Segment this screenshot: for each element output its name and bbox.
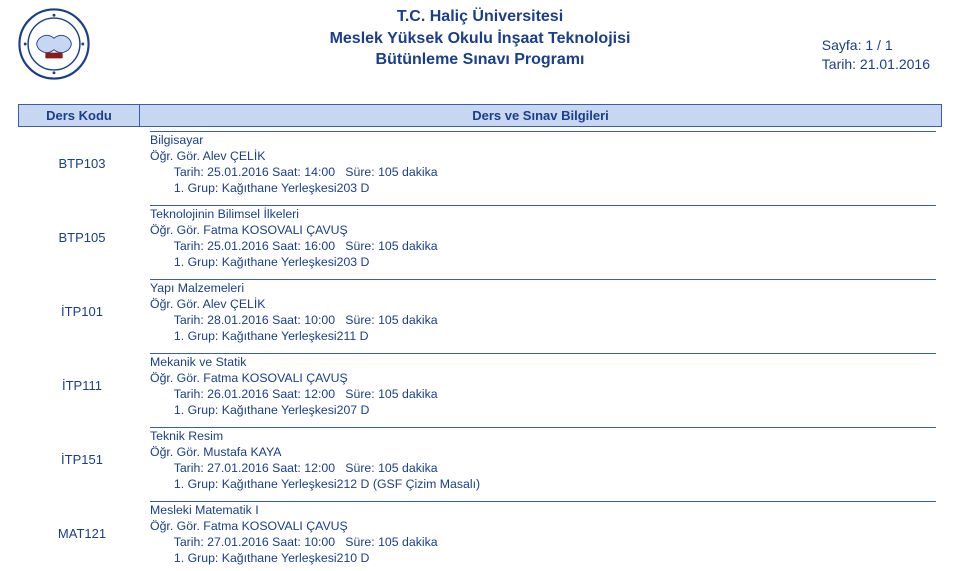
course-code: MAT121	[18, 497, 146, 571]
course-detail: Öğr. Gör. Mustafa KAYA	[150, 445, 936, 461]
course-detail: Öğr. Gör. Fatma KOSOVALI ÇAVUŞ	[150, 223, 936, 239]
course-detail: 1. Grup: Kağıthane Yerleşkesi211 D	[150, 329, 936, 345]
title-line-3: Bütünleme Sınavı Programı	[0, 49, 960, 71]
page-meta: Sayfa: 1 / 1 Tarih: 21.01.2016	[822, 36, 930, 74]
course-detail: 1. Grup: Kağıthane Yerleşkesi203 D	[150, 181, 936, 197]
course-detail: 1. Grup: Kağıthane Yerleşkesi203 D	[150, 255, 936, 271]
course-name: Teknolojinin Bilimsel İlkeleri	[150, 205, 936, 223]
col-header-info: Ders ve Sınav Bilgileri	[139, 104, 942, 127]
table-row: İTP111Mekanik ve StatikÖğr. Gör. Fatma K…	[18, 349, 942, 423]
course-info: Teknolojinin Bilimsel İlkeleriÖğr. Gör. …	[146, 201, 942, 275]
table-header-row: Ders Kodu Ders ve Sınav Bilgileri	[18, 104, 942, 127]
course-detail: Öğr. Gör. Alev ÇELİK	[150, 149, 936, 165]
course-code: İTP151	[18, 423, 146, 497]
course-code: İTP111	[18, 349, 146, 423]
col-header-code: Ders Kodu	[18, 104, 139, 127]
title-line-2: Meslek Yüksek Okulu İnşaat Teknolojisi	[0, 28, 960, 50]
course-name: Bilgisayar	[150, 131, 936, 149]
table-row: BTP103BilgisayarÖğr. Gör. Alev ÇELİK Tar…	[18, 127, 942, 201]
course-name: Yapı Malzemeleri	[150, 279, 936, 297]
course-code: BTP103	[18, 127, 146, 201]
course-name: Mesleki Matematik I	[150, 501, 936, 519]
title-line-1: T.C. Haliç Üniversitesi	[0, 6, 960, 28]
course-info: Teknik ResimÖğr. Gör. Mustafa KAYA Tarih…	[146, 423, 942, 497]
course-detail: Tarih: 28.01.2016 Saat: 10:00 Süre: 105 …	[150, 313, 936, 329]
course-info: Mekanik ve StatikÖğr. Gör. Fatma KOSOVAL…	[146, 349, 942, 423]
course-detail: Öğr. Gör. Fatma KOSOVALI ÇAVUŞ	[150, 371, 936, 387]
table-row: İTP101Yapı MalzemeleriÖğr. Gör. Alev ÇEL…	[18, 275, 942, 349]
course-detail: Tarih: 26.01.2016 Saat: 12:00 Süre: 105 …	[150, 387, 936, 403]
course-name: Mekanik ve Statik	[150, 353, 936, 371]
page-title-block: T.C. Haliç Üniversitesi Meslek Yüksek Ok…	[0, 6, 960, 71]
course-code: BTP105	[18, 201, 146, 275]
course-code: İTP101	[18, 275, 146, 349]
course-info: BilgisayarÖğr. Gör. Alev ÇELİK Tarih: 25…	[146, 127, 942, 201]
course-detail: Öğr. Gör. Fatma KOSOVALI ÇAVUŞ	[150, 519, 936, 535]
table-row: İTP151Teknik ResimÖğr. Gör. Mustafa KAYA…	[18, 423, 942, 497]
course-detail: Tarih: 25.01.2016 Saat: 14:00 Süre: 105 …	[150, 165, 936, 181]
course-detail: 1. Grup: Kağıthane Yerleşkesi207 D	[150, 403, 936, 419]
table-row: MAT121Mesleki Matematik IÖğr. Gör. Fatma…	[18, 497, 942, 571]
course-name: Teknik Resim	[150, 427, 936, 445]
course-detail: Tarih: 27.01.2016 Saat: 10:00 Süre: 105 …	[150, 535, 936, 551]
course-detail: Tarih: 27.01.2016 Saat: 12:00 Süre: 105 …	[150, 461, 936, 477]
table-row: BTP105Teknolojinin Bilimsel İlkeleriÖğr.…	[18, 201, 942, 275]
page-date: Tarih: 21.01.2016	[822, 55, 930, 74]
course-detail: Tarih: 25.01.2016 Saat: 16:00 Süre: 105 …	[150, 239, 936, 255]
course-info: Yapı MalzemeleriÖğr. Gör. Alev ÇELİK Tar…	[146, 275, 942, 349]
course-detail: 1. Grup: Kağıthane Yerleşkesi212 D (GSF …	[150, 477, 936, 493]
course-info: Mesleki Matematik IÖğr. Gör. Fatma KOSOV…	[146, 497, 942, 571]
course-detail: Öğr. Gör. Alev ÇELİK	[150, 297, 936, 313]
course-detail: 1. Grup: Kağıthane Yerleşkesi210 D	[150, 551, 936, 567]
exam-table: Ders Kodu Ders ve Sınav Bilgileri BTP103…	[18, 104, 942, 571]
page-number: Sayfa: 1 / 1	[822, 36, 930, 55]
